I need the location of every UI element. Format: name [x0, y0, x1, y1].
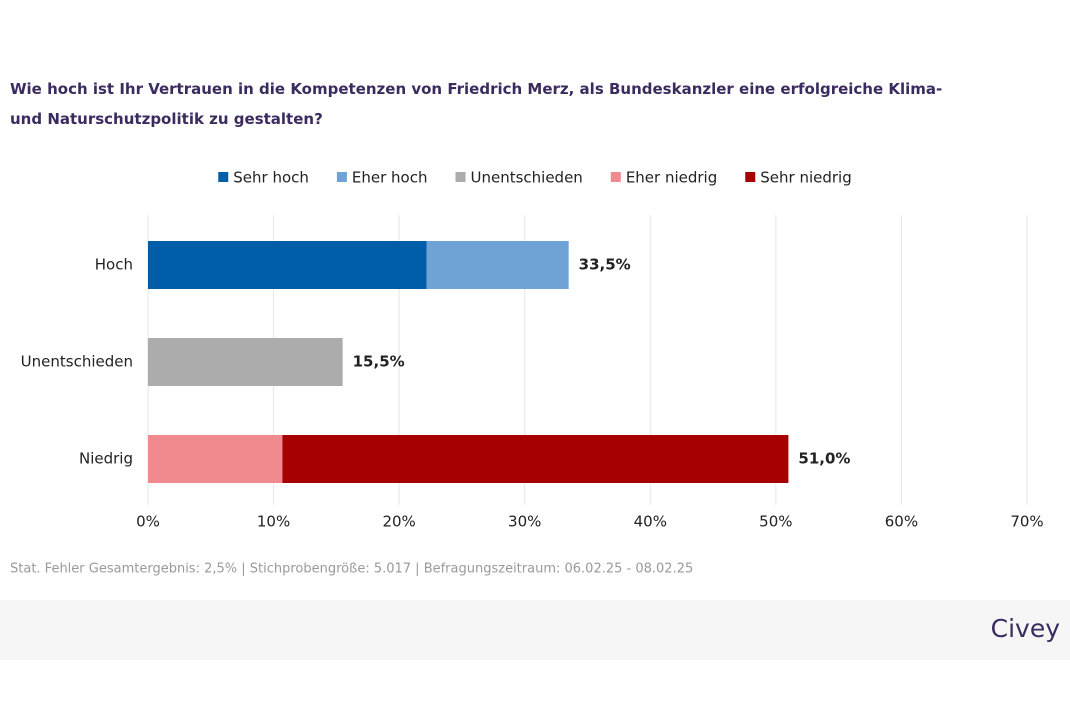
- footer-band: [0, 600, 1070, 660]
- total-label: 51,0%: [798, 450, 850, 468]
- x-tick-label: 30%: [508, 513, 541, 531]
- brand-logo: Civey: [991, 614, 1061, 643]
- x-tick-label: 40%: [634, 513, 667, 531]
- legend-label: Eher hoch: [352, 169, 428, 187]
- legend-label: Unentschieden: [470, 169, 582, 187]
- y-tick-label: Hoch: [95, 256, 133, 274]
- bar-segment: [282, 435, 789, 483]
- bar-segment: [148, 338, 343, 386]
- legend-swatch: [745, 172, 756, 182]
- x-tick-label: 0%: [136, 513, 160, 531]
- total-label: 15,5%: [353, 353, 405, 371]
- x-tick-label: 10%: [257, 513, 290, 531]
- bar-segment: [148, 435, 283, 483]
- total-label: 33,5%: [579, 256, 631, 274]
- bar-segment: [426, 241, 569, 289]
- x-tick-label: 50%: [759, 513, 792, 531]
- bar-segment: [148, 241, 427, 289]
- y-tick-label: Unentschieden: [21, 353, 133, 371]
- x-tick-label: 20%: [382, 513, 415, 531]
- chart-title: Wie hoch ist Ihr Vertrauen in die Kompet…: [10, 80, 943, 128]
- legend-label: Eher niedrig: [626, 169, 717, 187]
- legend-swatch: [610, 172, 621, 182]
- footnote: Stat. Fehler Gesamtergebnis: 2,5% | Stic…: [10, 562, 693, 577]
- legend: Sehr hoch Eher hoch Unentschieden Eher nied…: [218, 169, 852, 187]
- y-tick-label: Niedrig: [79, 450, 133, 468]
- legend-swatch: [218, 172, 229, 182]
- legend-label: Sehr niedrig: [760, 169, 851, 187]
- x-tick-label: 70%: [1010, 513, 1043, 531]
- legend-swatch: [336, 172, 347, 182]
- legend-swatch: [455, 172, 466, 182]
- legend-label: Sehr hoch: [233, 169, 309, 187]
- x-tick-label: 60%: [885, 513, 918, 531]
